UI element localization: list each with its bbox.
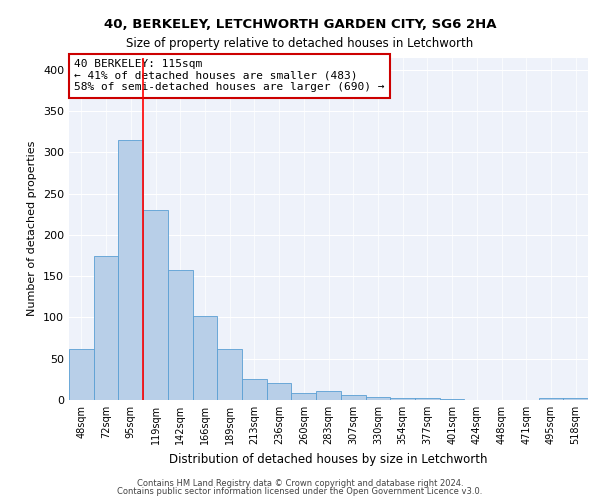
Bar (69, 349, 94, 400)
Bar (316, 391, 341, 400)
Text: 40, BERKELEY, LETCHWORTH GARDEN CITY, SG6 2HA: 40, BERKELEY, LETCHWORTH GARDEN CITY, SG… (104, 18, 496, 30)
Bar (415, 398, 440, 400)
Bar (365, 396, 390, 400)
Text: Size of property relative to detached houses in Letchworth: Size of property relative to detached ho… (127, 38, 473, 51)
Bar (242, 378, 267, 400)
Bar (118, 140, 143, 400)
Bar (94, 256, 118, 400)
Bar (440, 399, 464, 400)
Y-axis label: Number of detached properties: Number of detached properties (28, 141, 37, 316)
Bar (390, 398, 415, 400)
Bar (292, 392, 316, 400)
Bar (563, 398, 588, 400)
Bar (168, 270, 193, 400)
Bar (539, 398, 563, 400)
Text: 40 BERKELEY: 115sqm
← 41% of detached houses are smaller (483)
58% of semi-detac: 40 BERKELEY: 115sqm ← 41% of detached ho… (74, 59, 385, 92)
Text: Contains public sector information licensed under the Open Government Licence v3: Contains public sector information licen… (118, 488, 482, 496)
Bar (217, 349, 242, 400)
Bar (341, 395, 365, 400)
Bar (143, 210, 168, 400)
Bar (193, 316, 217, 400)
Text: Contains HM Land Registry data © Crown copyright and database right 2024.: Contains HM Land Registry data © Crown c… (137, 478, 463, 488)
Bar (267, 384, 292, 400)
X-axis label: Distribution of detached houses by size in Letchworth: Distribution of detached houses by size … (169, 452, 488, 466)
